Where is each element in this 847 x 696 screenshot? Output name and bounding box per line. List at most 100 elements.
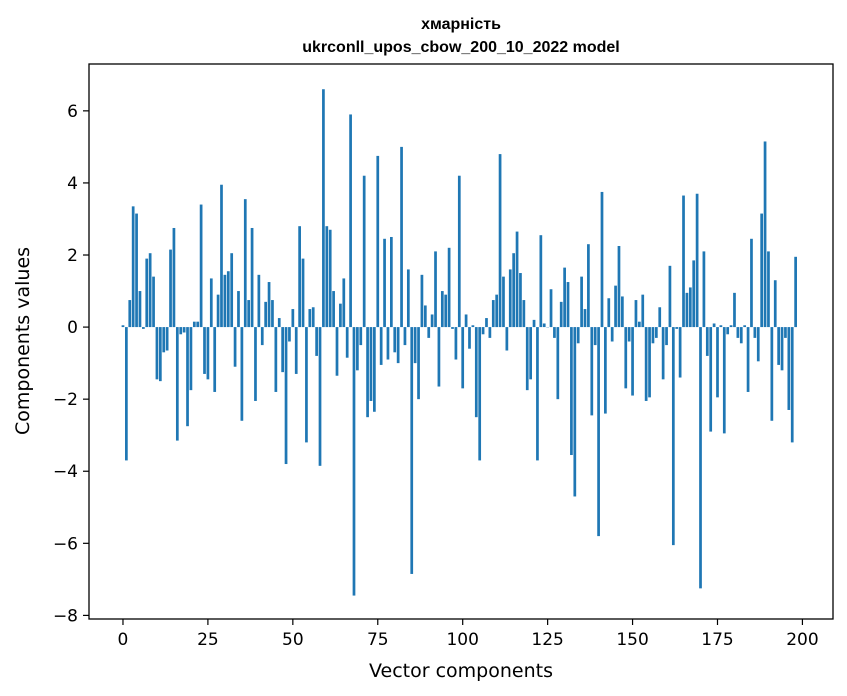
ticks-group: 0 25 50 75 100 125 150 175 200 −8 −6 −4 −2 0 2 4 6 — [53, 102, 819, 650]
bar-109 — [491, 300, 495, 328]
bar-32 — [230, 253, 234, 328]
bar-123 — [539, 235, 543, 328]
bar-93 — [437, 327, 441, 387]
bar-39 — [254, 327, 257, 401]
bar-91 — [430, 314, 434, 328]
bar-27 — [213, 327, 217, 392]
bar-160 — [665, 327, 668, 346]
bar-197 — [790, 327, 794, 443]
bar-103 — [471, 325, 475, 328]
bar-9 — [152, 276, 155, 328]
bar-191 — [770, 327, 774, 421]
bar-46 — [277, 318, 281, 328]
bar-33 — [233, 327, 237, 367]
bar-75 — [376, 155, 380, 328]
bar-166 — [685, 292, 689, 328]
bar-141 — [600, 191, 604, 328]
bar-61 — [328, 229, 332, 328]
bar-51 — [294, 327, 298, 374]
bar-92 — [434, 251, 437, 328]
x-tick-label-200: 200 — [786, 630, 818, 650]
bar-55 — [308, 309, 312, 328]
bar-14 — [169, 249, 172, 328]
bar-157 — [654, 327, 658, 338]
bar-138 — [590, 327, 594, 416]
bar-58 — [318, 327, 322, 466]
bar-30 — [223, 274, 227, 328]
bar-71 — [362, 175, 366, 328]
bar-179 — [729, 325, 733, 328]
bar-198 — [794, 256, 797, 328]
bar-97 — [451, 327, 454, 329]
bar-193 — [777, 327, 780, 365]
y-axis-label: Components values — [12, 247, 34, 435]
chart-subtitle: ukrconll_upos_cbow_200_10_2022 model — [302, 39, 619, 56]
bar-12 — [162, 327, 166, 353]
bar-176 — [719, 325, 723, 328]
x-tick-label-150: 150 — [616, 630, 648, 650]
bar-49 — [288, 327, 291, 342]
bar-181 — [736, 327, 740, 338]
y-tick-label--8: −8 — [53, 606, 78, 626]
bar-41 — [260, 327, 264, 346]
bar-35 — [240, 327, 244, 421]
bar-101 — [464, 314, 468, 328]
bar-182 — [739, 327, 743, 344]
bar-194 — [780, 327, 784, 371]
bar-129 — [559, 301, 563, 328]
bar-124 — [542, 323, 546, 328]
bar-137 — [587, 244, 590, 328]
bar-155 — [648, 327, 651, 398]
bar-22 — [196, 321, 200, 328]
bar-150 — [631, 327, 634, 396]
bar-113 — [505, 327, 509, 351]
bar-77 — [383, 238, 386, 328]
y-tick-label-6: 6 — [67, 102, 78, 122]
bar-168 — [692, 260, 696, 328]
bar-74 — [373, 327, 376, 412]
bar-82 — [400, 146, 403, 328]
bar-178 — [726, 327, 730, 335]
bar-50 — [291, 309, 295, 328]
bar-37 — [247, 300, 251, 328]
bar-18 — [182, 327, 186, 333]
bar-106 — [481, 327, 485, 335]
bar-81 — [396, 327, 400, 364]
bar-121 — [532, 319, 536, 328]
bar-99 — [457, 175, 461, 328]
bar-171 — [702, 251, 706, 328]
bar-185 — [750, 238, 753, 328]
bar-134 — [576, 327, 580, 344]
bar-5 — [138, 291, 142, 328]
bar-96 — [447, 247, 451, 328]
bar-120 — [529, 327, 532, 380]
bar-76 — [379, 327, 383, 365]
bar-104 — [474, 327, 478, 418]
bar-68 — [352, 327, 356, 596]
bar-15 — [172, 227, 176, 328]
bar-19 — [186, 327, 189, 427]
bar-52 — [298, 226, 301, 328]
x-tick-label-75: 75 — [367, 630, 389, 650]
bar-107 — [485, 318, 488, 328]
bar-94 — [440, 291, 444, 328]
y-tick-label--4: −4 — [53, 462, 78, 482]
bar-173 — [709, 327, 713, 432]
bar-42 — [264, 301, 268, 328]
bar-105 — [478, 327, 482, 461]
bar-6 — [142, 327, 145, 329]
bar-186 — [753, 327, 757, 338]
bar-112 — [502, 276, 505, 328]
bar-40 — [257, 274, 261, 328]
bar-2 — [128, 300, 132, 328]
bar-38 — [250, 227, 254, 328]
bar-84 — [406, 269, 410, 328]
bar-24 — [203, 327, 206, 374]
bar-159 — [661, 327, 665, 380]
bar-192 — [773, 280, 777, 328]
x-tick-label-100: 100 — [446, 630, 478, 650]
bar-59 — [322, 89, 325, 328]
bar-3 — [131, 206, 135, 328]
bar-152 — [638, 321, 641, 328]
bar-87 — [417, 327, 420, 400]
